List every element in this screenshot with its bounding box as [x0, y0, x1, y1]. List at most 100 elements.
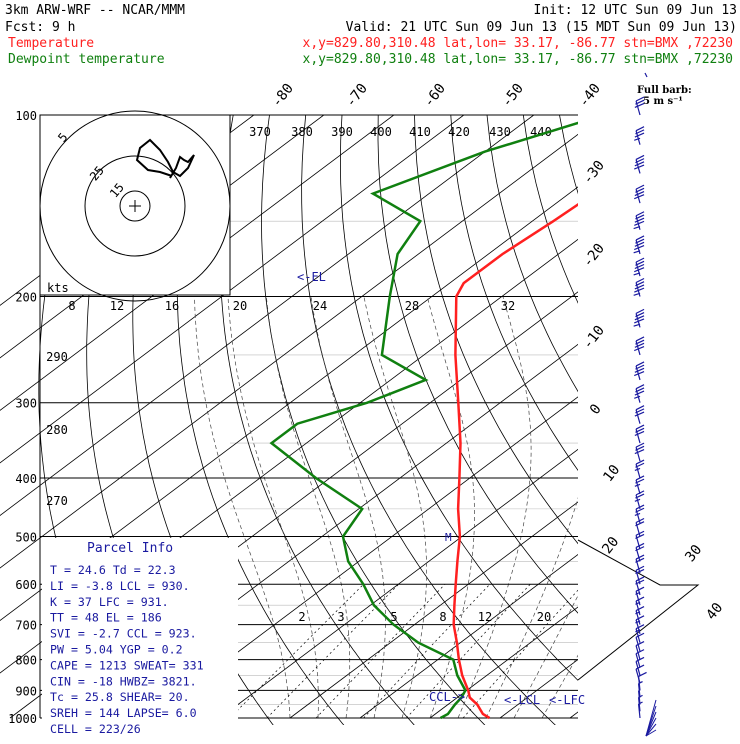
- forecast-hour: Fcst: 9 h: [5, 20, 75, 35]
- dry-adiabat: [560, 115, 740, 731]
- parcel-info-row: TT = 48 EL = 186: [50, 611, 162, 625]
- speed-label: 16: [165, 299, 179, 313]
- mixing-ratio-label: 2: [298, 610, 305, 624]
- moist-adiabat: [427, 297, 474, 719]
- wind-barb: [634, 155, 644, 173]
- parcel-info-row: CELL = 223/26: [50, 722, 141, 736]
- barb-flag: [636, 597, 644, 601]
- parcel-info-row: T = 24.6 Td = 22.3: [50, 563, 176, 577]
- pressure-label-500: 500: [15, 530, 37, 544]
- wind-barb: [634, 236, 644, 254]
- pressure-label-900: 900: [15, 684, 37, 698]
- pressure-label-1000: 1000: [8, 712, 37, 726]
- dry-adiabat: [523, 115, 740, 731]
- dry-adiabat: [340, 115, 632, 731]
- temperature-tick-label: -30: [580, 158, 608, 188]
- temperature-tick-label: 30: [682, 542, 705, 565]
- hodograph-units: kts: [47, 281, 69, 295]
- temperature-tick-label: -40: [576, 81, 604, 111]
- wind-barb: [634, 362, 644, 380]
- theta-label: 280: [46, 423, 68, 437]
- mixing-ratio-label: 12: [478, 610, 492, 624]
- temperature-tick-label: -70: [343, 81, 371, 111]
- temperature-tick-label: 10: [600, 462, 623, 485]
- dry-adiabat: [220, 115, 419, 731]
- wind-barb: [634, 385, 644, 403]
- dry-adiabat: [668, 115, 740, 731]
- level-annotations: <-EL CCL-> <-LCL <-LFC M: [297, 270, 585, 707]
- wind-barbs: [634, 97, 656, 736]
- parcel-info-row: SREH = 144 LAPSE= 6.0: [50, 706, 197, 720]
- moist-adiabat: [542, 297, 740, 719]
- speed-label: 8: [68, 299, 75, 313]
- theta-label: 430: [489, 125, 511, 139]
- temperature-tick-label: -20: [580, 241, 608, 271]
- pressure-label-200: 200: [15, 291, 37, 305]
- dry-adiabat: [415, 115, 740, 731]
- theta-label: 390: [331, 125, 353, 139]
- wind-barb: [634, 185, 644, 203]
- parcel-info-row: CAPE = 1213 SWEAT= 331: [50, 658, 204, 672]
- barb-flag: [636, 587, 644, 591]
- temperature-legend: Temperature: [8, 36, 94, 51]
- wind-barb: [634, 258, 644, 276]
- temperature-location: x,y=829.80,310.48 lat,lon= 33.17, -86.77…: [303, 36, 733, 51]
- theta-label: 410: [409, 125, 431, 139]
- parcel-info-row: SVI = -2.7 CCL = 923.: [50, 627, 197, 641]
- dewpoint-location: x,y=829.80,310.48 lat,lon= 33.17, -86.77…: [303, 52, 733, 67]
- moist-adiabat: [514, 297, 680, 719]
- temperature-tick-label: -50: [499, 81, 527, 111]
- pressure-label-800: 800: [15, 654, 37, 668]
- dry-adiabat: [632, 115, 740, 731]
- pressure-label-400: 400: [15, 472, 37, 486]
- isotherm: [640, 115, 740, 718]
- speed-label: 20: [233, 299, 247, 313]
- temperature-tick-label: -80: [269, 81, 297, 111]
- dry-adiabat: [378, 115, 703, 731]
- isotherm: [570, 115, 740, 718]
- init-time: Init: 12 UTC Sun 09 Jun 13: [534, 3, 738, 18]
- profile-traces: [272, 115, 709, 718]
- pressure-label-100: 100: [15, 109, 37, 123]
- theta-label: 380: [291, 125, 313, 139]
- parcel-info-row: Tc = 25.8 SHEAR= 20.: [50, 690, 190, 704]
- pressure-label-700: 700: [15, 619, 37, 633]
- theta-label: 370: [249, 125, 271, 139]
- speed-label: 24: [313, 299, 327, 313]
- theta-label: 420: [448, 125, 470, 139]
- dry-adiabat: [596, 115, 740, 731]
- dewpoint-legend: Dewpoint temperature: [8, 52, 165, 67]
- dry-adiabat: [705, 115, 740, 731]
- temperature-tick-label: 0: [587, 401, 605, 417]
- lcl-annotation: <-LCL: [504, 693, 540, 707]
- valid-time: Valid: 21 UTC Sun 09 Jun 13 (15 MDT Sun …: [346, 20, 737, 35]
- m-annotation: M: [445, 531, 452, 544]
- temperature-tick-label: -10: [580, 323, 608, 353]
- theta-label: 270: [46, 494, 68, 508]
- mixing-ratio-label: 3: [337, 610, 344, 624]
- moist-adiabat: [486, 297, 599, 719]
- el-annotation: <-EL: [297, 270, 326, 284]
- parcel-info-row: CIN = -18 HWBZ= 3821.: [50, 674, 197, 688]
- wind-barb: [634, 127, 644, 145]
- dewpoint-trace: [272, 115, 604, 718]
- ccl-annotation: CCL->: [429, 690, 465, 704]
- mixing-ratio-label: 20: [537, 610, 551, 624]
- moist-adiabat: [266, 297, 349, 719]
- dry-adiabat: [451, 115, 740, 731]
- temperature-tick-label: -60: [421, 81, 449, 111]
- isotherm: [500, 115, 740, 718]
- dry-adiabat: [487, 115, 740, 731]
- pressure-label-600: 600: [15, 578, 37, 592]
- wind-barb: [635, 443, 644, 461]
- wind-barb: [635, 406, 644, 424]
- mixing-ratio-line: [230, 584, 364, 718]
- wind-barb: [635, 425, 644, 443]
- lfc-annotation: <-LFC: [549, 693, 585, 707]
- wind-barb: [634, 212, 644, 230]
- mixing-ratio-label: 8: [439, 610, 446, 624]
- speed-label: 28: [405, 299, 419, 313]
- wind-barb: [634, 337, 644, 355]
